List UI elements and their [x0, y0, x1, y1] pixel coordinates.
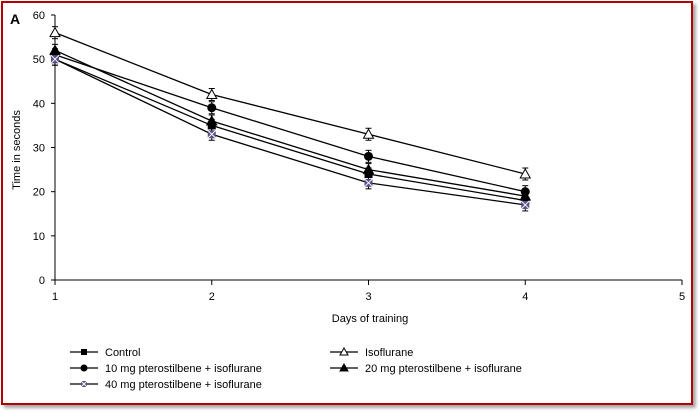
legend-marker: [339, 362, 349, 372]
legend-label: 40 mg pterostilbene + isoflurane: [105, 379, 262, 391]
marker-triangle-shape: [205, 88, 218, 99]
series-4: [50, 52, 530, 212]
y-tick-label: 0: [39, 275, 45, 287]
y-tick-label: 20: [33, 187, 45, 199]
marker-triangle-shape: [362, 163, 375, 175]
data-point: [364, 151, 373, 161]
x-tick-label: 5: [679, 291, 685, 303]
data-point: [364, 178, 373, 188]
series-line: [54, 58, 526, 202]
series-line: [54, 32, 526, 175]
y-tick-label: 30: [33, 143, 45, 155]
series-0: [51, 52, 530, 207]
y-tick-label: 60: [33, 10, 45, 22]
marker-triangle-shape: [49, 26, 61, 38]
legend-marker: [80, 380, 88, 388]
series-layer: [49, 26, 532, 212]
y-axis-label: Time in seconds: [11, 110, 23, 190]
legend-item: Control: [70, 347, 140, 359]
marker-x-cross: [364, 178, 373, 188]
x-tick-label: 3: [365, 291, 371, 303]
x-tick-label: 4: [522, 291, 528, 303]
marker-triangle-shape: [339, 362, 349, 372]
marker-square-shape: [81, 349, 87, 355]
data-point: [50, 54, 60, 64]
data-point: [207, 103, 217, 113]
x-axis-label: Days of training: [332, 313, 408, 325]
y-tick-label: 10: [33, 231, 45, 243]
marker-triangle-shape: [519, 167, 532, 179]
series-1: [49, 26, 532, 181]
series-2: [50, 48, 530, 199]
legend-item: Isoflurane: [330, 346, 413, 359]
legend-label: 10 mg pterostilbene + isoflurane: [105, 363, 262, 375]
marker-x-cross: [520, 200, 530, 210]
data-point: [362, 128, 375, 139]
data-point: [207, 129, 217, 139]
data-point: [519, 167, 532, 179]
data-point: [520, 200, 530, 210]
marker-x-cross: [50, 54, 60, 64]
axes: 0 10 20 30 40 50 60 1 2 3 4 5: [33, 10, 685, 303]
marker-triangle-shape: [339, 346, 349, 356]
y-tick-label: 50: [33, 54, 45, 66]
x-tick-label: 2: [209, 291, 215, 303]
marker-x-cross: [80, 380, 88, 388]
marker-circle-shape: [207, 103, 217, 113]
legend: Control Isoflurane 10 mg pterostilbene + i…: [70, 346, 522, 391]
series-line: [54, 49, 526, 197]
legend-label: 20 mg pterostilbene + isoflurane: [365, 363, 522, 375]
marker-triangle-shape: [205, 114, 218, 126]
data-point: [205, 114, 218, 126]
data-point: [49, 26, 61, 38]
legend-item: 20 mg pterostilbene + isoflurane: [330, 362, 522, 375]
data-point: [205, 88, 218, 99]
legend-item: 40 mg pterostilbene + isoflurane: [70, 379, 262, 391]
series-3: [49, 43, 532, 203]
marker-x-cross: [207, 129, 217, 139]
legend-item: 10 mg pterostilbene + isoflurane: [70, 363, 262, 375]
series-line: [54, 58, 526, 206]
panel-label: A: [10, 11, 20, 27]
legend-label: Isoflurane: [365, 347, 413, 359]
marker-triangle-shape: [362, 128, 375, 139]
legend-marker: [339, 346, 349, 356]
series-line: [54, 54, 526, 193]
x-tick-label: 1: [52, 291, 58, 303]
marker-circle-shape: [364, 151, 373, 161]
y-tick-label: 40: [33, 98, 45, 110]
legend-marker: [81, 349, 87, 355]
legend-marker: [80, 364, 88, 372]
marker-circle-shape: [80, 364, 88, 372]
legend-label: Control: [105, 347, 140, 359]
figure-frame: [1, 1, 693, 405]
data-point: [362, 163, 375, 175]
